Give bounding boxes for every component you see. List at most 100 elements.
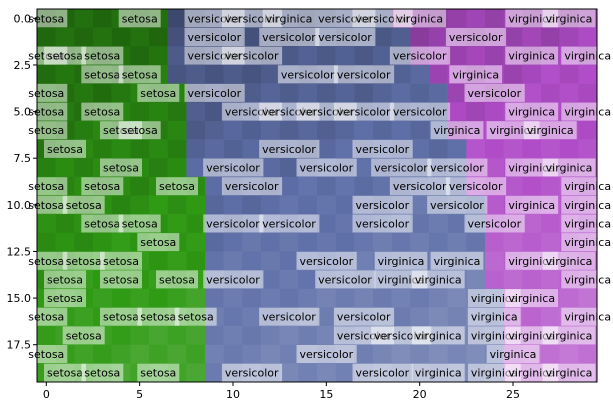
heatmap-cell: [186, 232, 206, 252]
cell-label-text: virginica: [564, 199, 611, 212]
heatmap-cell: [111, 27, 131, 47]
heatmap-cell: [205, 288, 224, 308]
heatmap-cell: [335, 176, 355, 196]
cell-label-box: [137, 233, 180, 252]
heatmap-cell: [578, 120, 598, 140]
cell-label: versicolor: [333, 65, 395, 84]
heatmap-cell: [186, 158, 206, 178]
cell-label-box: [296, 251, 357, 270]
heatmap-cell: [317, 83, 336, 103]
cell-label-text: virginica: [546, 162, 593, 175]
cell-label-text: setosa: [28, 348, 64, 361]
cell-label: setosa: [118, 214, 161, 233]
heatmap-cell: [410, 288, 430, 308]
cell-label-box: [352, 363, 413, 382]
cell-label-text: virginica: [490, 348, 537, 361]
cell-label-box: [25, 307, 68, 326]
cell-label: setosa: [137, 83, 180, 102]
heatmap-cell: [111, 288, 131, 308]
cell-label-box: [393, 9, 447, 28]
heatmap-cell: [335, 214, 355, 234]
cell-label: virginica: [430, 121, 484, 140]
heatmap-cell: [541, 27, 560, 47]
heatmap-cell: [167, 102, 187, 122]
heatmap-cell: [485, 102, 504, 122]
cell-label-text: setosa: [159, 180, 195, 193]
heatmap-cell: [223, 195, 243, 215]
heatmap-cell: [373, 344, 392, 364]
cell-label-box: [430, 251, 484, 270]
cell-label-box: [464, 214, 525, 233]
heatmap-cell: [130, 344, 150, 364]
cell-label-box: [100, 270, 142, 289]
heatmap-cell: [223, 288, 243, 308]
cell-label-box: [44, 270, 86, 289]
heatmap-cell: [205, 120, 224, 140]
cell-label-box: [333, 307, 395, 326]
cell-label-box: [427, 195, 488, 214]
cell-label-text: setosa: [122, 218, 158, 231]
cell-label: virginica: [542, 9, 596, 28]
heatmap-cell: [279, 288, 299, 308]
heatmap-cell: [149, 195, 168, 215]
cell-label: virginica: [561, 195, 613, 214]
heatmap-cell: [242, 232, 262, 252]
heatmap-cell: [410, 195, 430, 215]
heatmap-cell: [429, 307, 448, 327]
heatmap-cell: [242, 139, 262, 159]
cell-label: virginica: [374, 251, 428, 270]
cell-label-text: versicolor: [225, 180, 279, 193]
heatmap-cell: [410, 307, 430, 327]
cell-label-text: versicolor: [206, 273, 260, 286]
cell-label-text: setosa: [84, 180, 120, 193]
cell-label-text: virginica: [546, 12, 593, 25]
y-tick-label: 0.0: [14, 12, 32, 25]
cell-label-text: virginica: [564, 236, 611, 249]
cell-label: virginica: [262, 9, 316, 28]
heatmap-cell: [242, 307, 262, 327]
cell-label-text: setosa: [140, 367, 176, 380]
cell-label: versicolor: [352, 195, 413, 214]
cell-label: setosa: [100, 270, 142, 289]
cell-label-box: [561, 214, 613, 233]
cell-label-text: virginica: [452, 68, 499, 81]
heatmap-cell: [354, 176, 374, 196]
heatmap-cell: [37, 64, 56, 84]
cell-label: setosa: [81, 214, 124, 233]
cell-label-box: [44, 139, 86, 158]
heatmap-cell: [149, 344, 168, 364]
heatmap-cell: [541, 176, 560, 196]
heatmap-cell: [391, 307, 411, 327]
heatmap-cell: [186, 195, 206, 215]
heatmap-cell: [447, 102, 467, 122]
heatmap-cell: [354, 46, 374, 66]
cell-label-box: [81, 363, 124, 382]
cell-label-box: [542, 326, 596, 345]
cell-label-box: [333, 65, 395, 84]
cell-label-box: [371, 158, 432, 177]
cell-label-box: [505, 195, 559, 214]
cell-label: setosa: [62, 326, 105, 345]
heatmap-cell: [279, 232, 299, 252]
cell-label: versicolor: [203, 214, 264, 233]
cell-label-text: setosa: [28, 180, 64, 193]
heatmap-cell: [205, 64, 224, 84]
heatmap-cell: [410, 120, 430, 140]
heatmap-cell: [485, 251, 504, 271]
heatmap-cell: [261, 83, 280, 103]
cell-label: setosa: [81, 46, 124, 65]
cell-label-text: versicolor: [225, 367, 279, 380]
cell-label: virginica: [561, 270, 613, 289]
cell-label-text: virginica: [508, 50, 555, 63]
cell-label-box: [445, 177, 507, 196]
cell-label: virginica: [542, 363, 596, 382]
heatmap-cell: [261, 120, 280, 140]
heatmap-cell: [447, 232, 467, 252]
heatmap-cell: [447, 9, 467, 28]
cell-label-text: setosa: [84, 106, 120, 119]
heatmap-cell: [391, 288, 411, 308]
cell-label-text: versicolor: [299, 255, 353, 268]
cell-label-text: setosa: [84, 218, 120, 231]
heatmap-cell: [205, 251, 224, 271]
cell-label: virginica: [542, 326, 596, 345]
